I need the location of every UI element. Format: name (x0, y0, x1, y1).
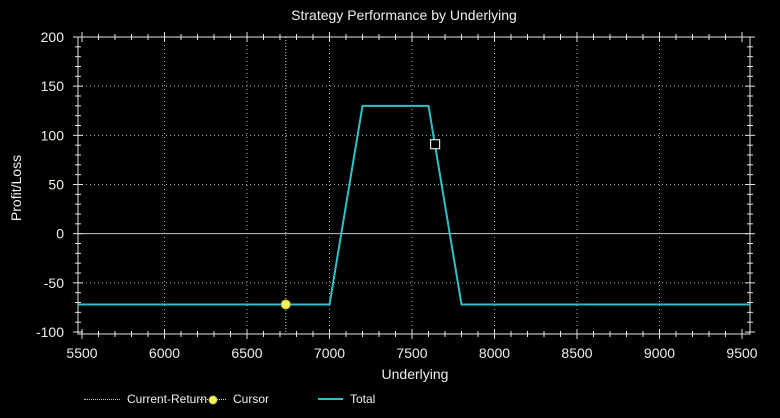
chart-legend: Current-Return Cursor Total (0, 390, 780, 410)
legend-label: Total (350, 392, 376, 406)
total-line-swatch-icon (318, 398, 343, 400)
x-tick-label: 5500 (66, 345, 97, 361)
legend-label: Current-Return (127, 392, 208, 406)
x-tick-label: 7500 (396, 345, 427, 361)
y-tick-label: 50 (48, 177, 64, 193)
x-tick-label: 8500 (561, 345, 592, 361)
plot-border (77, 36, 751, 335)
y-tick-label: 150 (41, 78, 65, 94)
x-tick-label: 7000 (314, 345, 345, 361)
current-return-line-swatch-icon (84, 398, 120, 400)
selected-point-marker[interactable] (430, 139, 441, 150)
y-tick-label: 200 (41, 29, 65, 45)
chart-title: Strategy Performance by Underlying (291, 7, 517, 23)
x-tick-label: 6000 (149, 345, 180, 361)
legend-item-current-return: Current-Return (84, 390, 207, 408)
x-tick-label: 9000 (644, 345, 675, 361)
cursor-dot-swatch-icon (200, 395, 226, 404)
x-tick-label: 9500 (726, 345, 757, 361)
x-tick-label: 6500 (231, 345, 262, 361)
y-tick-label: -50 (44, 275, 64, 291)
cursor-dot[interactable] (280, 299, 291, 310)
x-tick-label: 8000 (479, 345, 510, 361)
legend-item-total: Total (318, 390, 375, 408)
x-axis-title: Underlying (381, 366, 449, 382)
legend-label: Cursor (233, 392, 270, 406)
y-tick-label: 0 (56, 226, 64, 242)
y-tick-label: -100 (36, 324, 64, 340)
legend-item-cursor: Cursor (200, 390, 269, 408)
cursor-dot-icon (208, 395, 218, 404)
y-tick-label: 100 (41, 127, 65, 143)
